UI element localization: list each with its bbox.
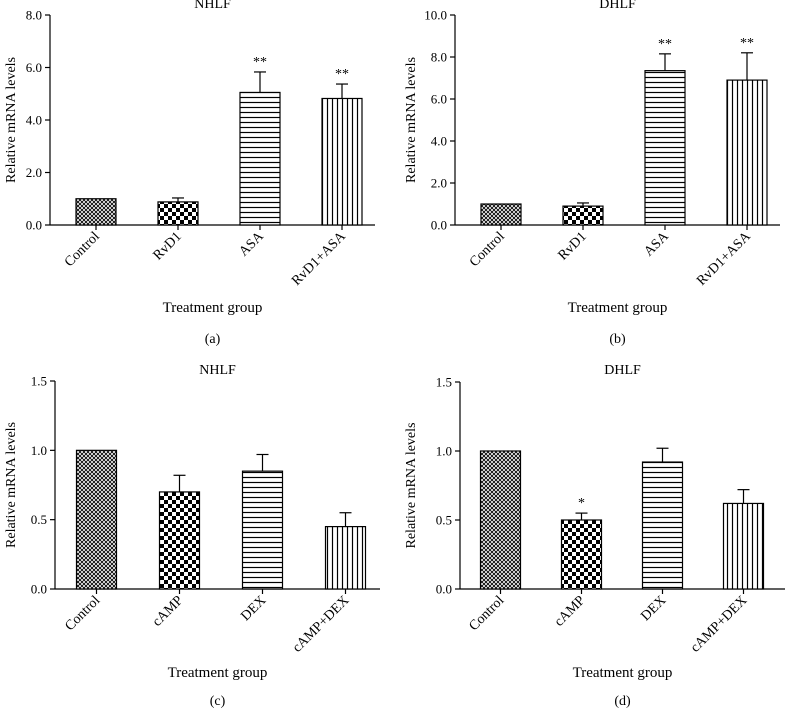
x-axis-label: Treatment group bbox=[568, 300, 668, 316]
y-tick-label: 8.0 bbox=[431, 50, 447, 65]
y-tick-label: 8.0 bbox=[26, 8, 42, 23]
y-axis-label: Relative mRNA levels bbox=[4, 57, 19, 183]
significance-marker: ** bbox=[658, 37, 672, 52]
x-category-label: RvD1+ASA bbox=[289, 229, 349, 289]
y-axis-label: Relative mRNA levels bbox=[404, 57, 419, 183]
y-axis-label: Relative mRNA levels bbox=[404, 423, 419, 549]
x-category-label: DEX bbox=[238, 593, 269, 624]
x-category-label: cAMP+DEX bbox=[290, 593, 352, 655]
x-category-label: Control bbox=[62, 229, 103, 270]
x-category-label: RvD1 bbox=[151, 229, 185, 263]
bar-asa bbox=[644, 70, 686, 226]
bar-rvd1-asa bbox=[321, 97, 363, 226]
y-tick-label: 6.0 bbox=[26, 60, 42, 75]
x-axis-label: Treatment group bbox=[168, 665, 268, 681]
panel-a: NHLF 0.0 2.0 4.0 6.0 8.0 Relative mRNA levels C… bbox=[4, 0, 375, 347]
bar-rvd1-asa bbox=[726, 79, 768, 226]
chart-title: NHLF bbox=[199, 363, 236, 378]
x-category-label: RvD1+ASA bbox=[694, 229, 754, 289]
x-category-label: cAMP bbox=[552, 593, 589, 630]
bar-control bbox=[75, 198, 117, 226]
y-tick-label: 0.5 bbox=[436, 513, 452, 528]
panel-label: (c) bbox=[210, 694, 226, 709]
bar-camp bbox=[560, 519, 603, 590]
y-tick-label: 0.0 bbox=[31, 582, 47, 597]
y-tick-label: 1.5 bbox=[436, 375, 452, 390]
panel-label: (d) bbox=[614, 694, 631, 709]
y-tick-label: 1.5 bbox=[31, 374, 47, 389]
bar-dex bbox=[641, 461, 684, 590]
panel-label: (a) bbox=[205, 332, 221, 347]
significance-marker: ** bbox=[740, 36, 754, 51]
chart-title: DHLF bbox=[604, 363, 641, 378]
significance-marker: ** bbox=[253, 55, 267, 70]
y-tick-label: 0.0 bbox=[26, 218, 42, 233]
bar-control bbox=[479, 450, 522, 590]
bar-rvd1 bbox=[157, 201, 199, 226]
y-tick-label: 0.5 bbox=[31, 512, 47, 527]
x-category-label: Control bbox=[62, 593, 103, 634]
y-tick-label: 2.0 bbox=[26, 165, 42, 180]
y-axis-label: Relative mRNA levels bbox=[4, 422, 19, 548]
x-category-label: ASA bbox=[641, 229, 672, 260]
y-tick-label: 1.0 bbox=[436, 444, 452, 459]
bar-asa bbox=[239, 91, 281, 226]
bar-dex bbox=[241, 470, 284, 590]
y-tick-label: 0.0 bbox=[436, 582, 452, 597]
panel-c: NHLF 0.0 0.5 1.0 1.5 Relative mRNA levels Cont… bbox=[4, 363, 380, 709]
bar-control bbox=[480, 203, 522, 226]
x-category-label: RvD1 bbox=[556, 229, 590, 263]
x-category-label: Control bbox=[467, 229, 508, 270]
x-category-label: cAMP bbox=[150, 593, 187, 630]
x-category-label: ASA bbox=[236, 229, 267, 260]
y-tick-label: 2.0 bbox=[431, 176, 447, 191]
y-tick-label: 4.0 bbox=[26, 113, 42, 128]
x-category-label: Control bbox=[466, 593, 507, 634]
x-axis-label: Treatment group bbox=[573, 665, 673, 681]
significance-marker: ** bbox=[335, 67, 349, 82]
y-tick-label: 10.0 bbox=[424, 8, 447, 23]
bar-camp-dex bbox=[324, 525, 367, 590]
chart-title: DHLF bbox=[599, 0, 636, 12]
x-category-label: cAMP+DEX bbox=[688, 593, 750, 655]
significance-marker: * bbox=[578, 496, 585, 511]
y-tick-label: 1.0 bbox=[31, 443, 47, 458]
panel-label: (b) bbox=[609, 332, 626, 347]
bar-camp bbox=[158, 491, 201, 590]
y-tick-label: 4.0 bbox=[431, 134, 447, 149]
bar-control bbox=[75, 449, 118, 590]
x-axis-label: Treatment group bbox=[163, 300, 263, 316]
bar-camp-dex bbox=[722, 502, 765, 590]
bar-rvd1 bbox=[562, 205, 604, 226]
y-tick-label: 0.0 bbox=[431, 218, 447, 233]
chart-title: NHLF bbox=[194, 0, 231, 12]
panel-b: DHLF 0.0 2.0 4.0 6.0 8.0 10.0 Relative mRNA lev… bbox=[404, 0, 780, 347]
y-tick-label: 6.0 bbox=[431, 92, 447, 107]
x-category-label: DEX bbox=[638, 593, 669, 624]
panel-d: DHLF 0.0 0.5 1.0 1.5 Relative mRNA levels Cont… bbox=[404, 363, 785, 709]
